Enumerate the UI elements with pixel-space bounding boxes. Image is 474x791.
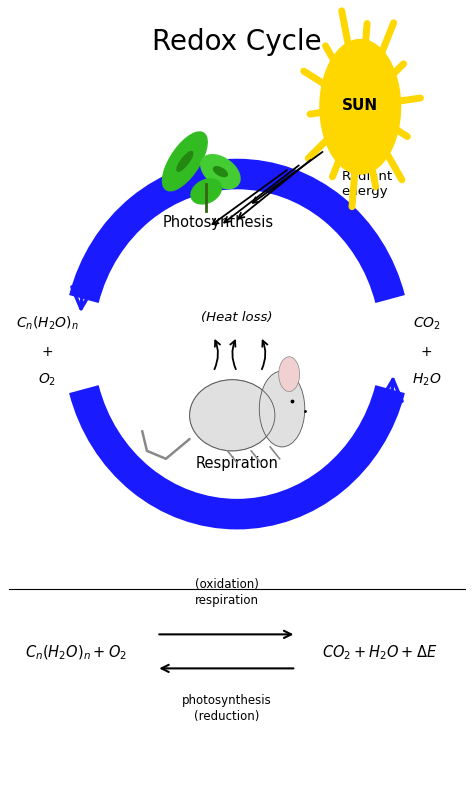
Text: $C_n(H_2O)_n + O_2$: $C_n(H_2O)_n + O_2$ bbox=[25, 643, 127, 662]
Text: (oxidation)
respiration: (oxidation) respiration bbox=[194, 578, 259, 607]
Circle shape bbox=[320, 40, 401, 174]
Text: SUN: SUN bbox=[342, 98, 378, 112]
Ellipse shape bbox=[201, 155, 240, 188]
Text: $O_2$: $O_2$ bbox=[38, 372, 56, 388]
Ellipse shape bbox=[191, 179, 221, 204]
Text: Radiant
energy: Radiant energy bbox=[341, 170, 392, 198]
Text: photosynthesis
(reduction): photosynthesis (reduction) bbox=[182, 694, 272, 724]
Ellipse shape bbox=[190, 380, 275, 451]
Circle shape bbox=[279, 357, 300, 392]
Ellipse shape bbox=[163, 132, 207, 191]
Ellipse shape bbox=[177, 152, 193, 171]
Text: $CO_2 + H_2O + \Delta E$: $CO_2 + H_2O + \Delta E$ bbox=[321, 643, 437, 662]
Text: $H_2O$: $H_2O$ bbox=[412, 372, 441, 388]
Text: Redox Cycle: Redox Cycle bbox=[152, 28, 322, 55]
Ellipse shape bbox=[213, 167, 228, 176]
Text: +: + bbox=[421, 345, 432, 359]
Text: Photosynthesis: Photosynthesis bbox=[163, 215, 273, 230]
Text: +: + bbox=[42, 345, 53, 359]
Circle shape bbox=[259, 371, 305, 447]
Text: Respiration: Respiration bbox=[196, 456, 278, 471]
Text: (Heat loss): (Heat loss) bbox=[201, 312, 273, 324]
Text: $C_n(H_2O)_n$: $C_n(H_2O)_n$ bbox=[16, 315, 79, 332]
Text: $CO_2$: $CO_2$ bbox=[413, 316, 440, 332]
